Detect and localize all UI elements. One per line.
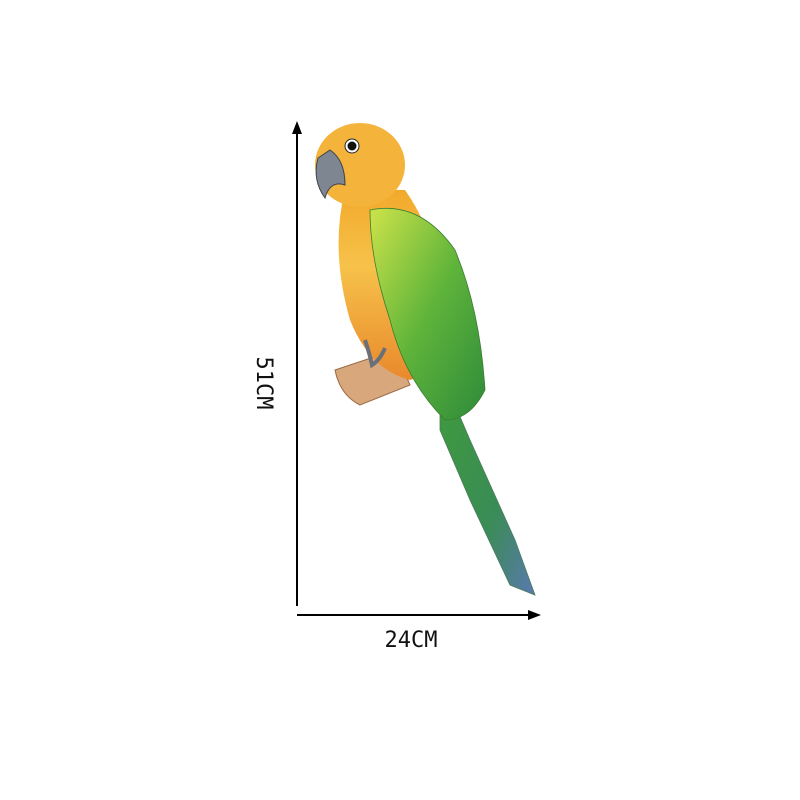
width-label: 24CM [385,628,438,653]
dimension-markers [292,121,541,620]
parrot [315,123,536,596]
height-label: 51CM [251,357,276,410]
height-arrow [292,121,302,134]
width-arrow [528,610,541,620]
